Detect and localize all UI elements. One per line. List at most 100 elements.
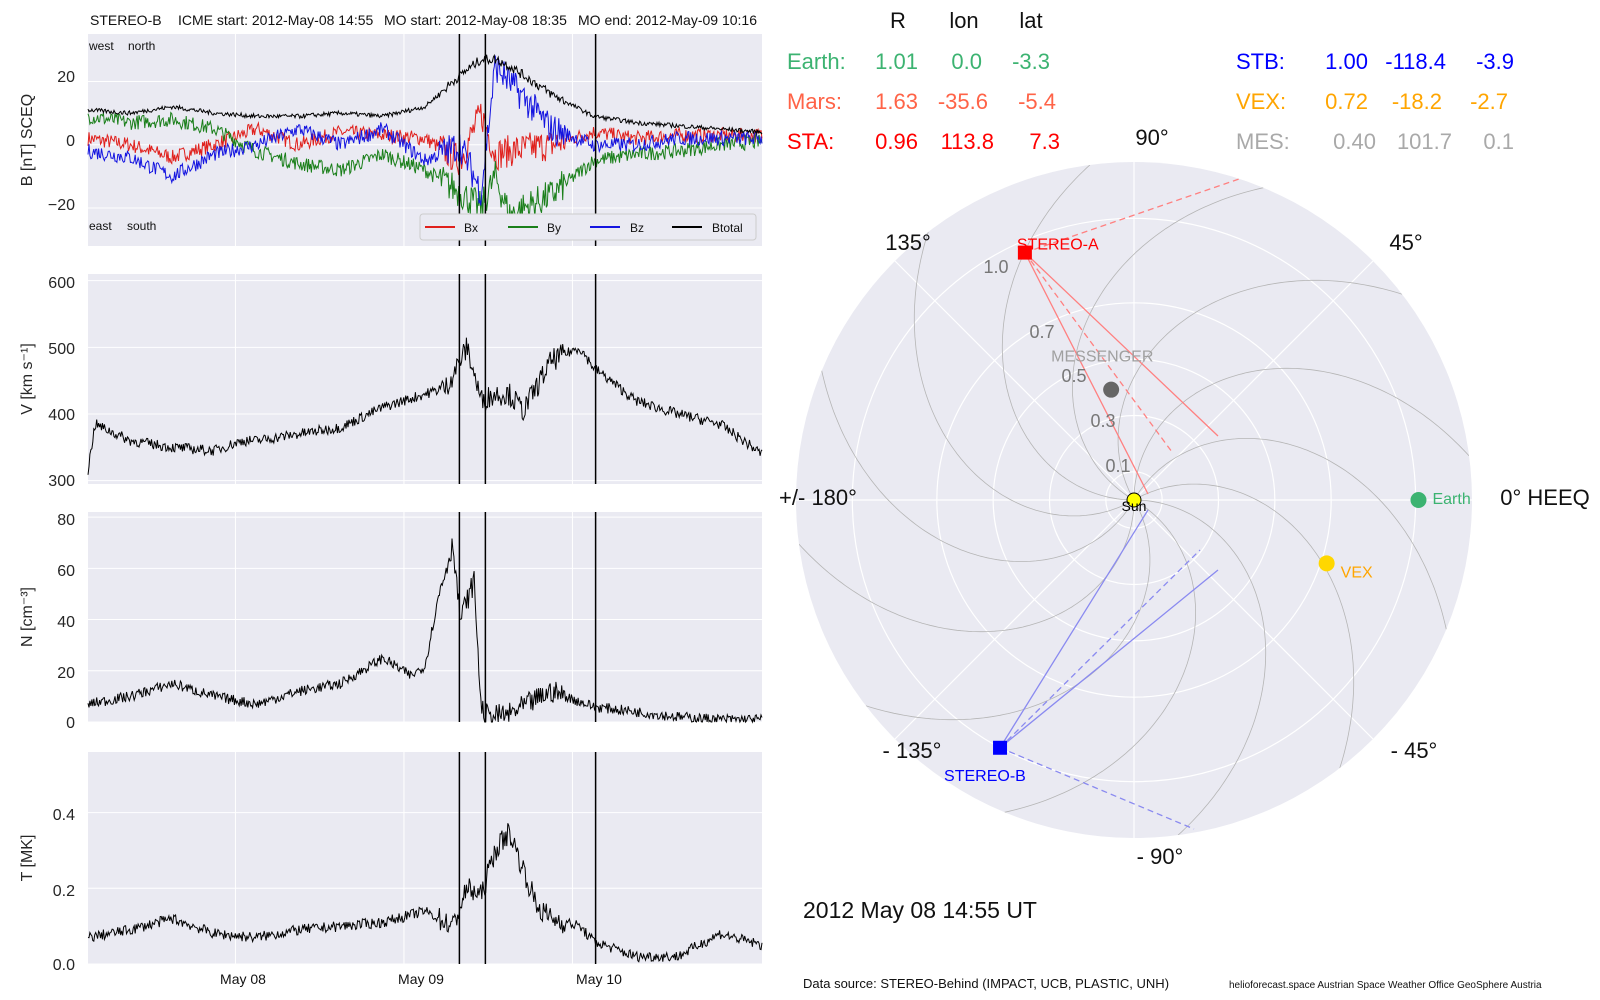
xtick-may10: May 10	[576, 971, 622, 987]
ylabel-v: V [km s⁻¹]	[19, 343, 36, 415]
series-line-btotal	[87, 53, 763, 136]
ytick-v-500: 500	[48, 341, 75, 358]
timestamp: 2012 May 08 14:55 UT	[803, 897, 1037, 923]
parker-spiral	[1072, 187, 1264, 501]
table-header-r: R	[890, 8, 906, 33]
legend: Bx By Bz Btotal	[419, 213, 757, 241]
series-line-panel1	[87, 337, 763, 475]
xtick-may08: May 08	[220, 971, 266, 987]
ytick-n-60: 60	[57, 563, 75, 580]
ylabel-n: N [cm⁻³]	[19, 587, 36, 647]
annotation-east: east	[89, 219, 112, 233]
table-vex-r: 0.72	[1325, 89, 1368, 114]
header-spacecraft: STEREO-B	[90, 12, 162, 28]
sun-label: Sun	[1122, 498, 1147, 514]
parker-spiral	[1133, 438, 1447, 630]
messenger-label: MESSENGER	[1051, 349, 1153, 366]
ytick-b-20: 20	[57, 69, 75, 86]
ylabel-b: B [nT] SCEQ	[19, 94, 36, 186]
parker-spiral	[1133, 483, 1355, 769]
annotation-north: north	[128, 39, 155, 53]
annotation-south: south	[127, 219, 156, 233]
series-line-panel3	[87, 823, 763, 963]
vex-marker	[1318, 555, 1335, 572]
r-label-07: 0.7	[1029, 322, 1054, 342]
parker-spiral	[1133, 367, 1470, 500]
table-earth-name: Earth:	[787, 49, 846, 74]
earth-marker	[1410, 492, 1427, 508]
xtick-may09: May 09	[398, 971, 444, 987]
stereo-b-label: STEREO-B	[944, 768, 1026, 785]
legend-label-bx: Bx	[464, 221, 478, 235]
table-mars-r: 1.63	[875, 89, 918, 114]
table-mes-r: 0.40	[1333, 129, 1376, 154]
sta-ray-dashed	[1024, 252, 1173, 453]
footer-source: Data source: STEREO-Behind (IMPACT, UCB,…	[803, 976, 1169, 991]
series-line-by	[87, 111, 763, 224]
header-mo-end: MO end: 2012-May-09 10:16	[578, 12, 757, 28]
angle-label-0: 0° HEEQ	[1500, 485, 1590, 510]
polar-plot: Sun STEREO-A STEREO-B MESSENGER Earth VEX 90°…	[779, 125, 1590, 869]
spacecraft-rays	[999, 177, 1243, 830]
ytick-t-00: 0.0	[53, 957, 75, 974]
angle-label-m90: - 90°	[1137, 844, 1184, 869]
table-earth-lon: 0.0	[951, 49, 982, 74]
ytick-t-04: 0.4	[53, 807, 75, 824]
vex-label: VEX	[1341, 564, 1373, 581]
polar-spoke	[1133, 260, 1374, 501]
table-earth-lat: -3.3	[1012, 49, 1050, 74]
r-label-05: 0.5	[1061, 366, 1086, 386]
ytick-n-0: 0	[66, 715, 75, 732]
legend-box	[419, 213, 757, 241]
stb-ray	[999, 509, 1149, 749]
ytick-t-02: 0.2	[53, 883, 75, 900]
table-stb-r: 1.00	[1325, 49, 1368, 74]
stb-ray-dashed	[999, 549, 1201, 749]
sun-marker	[1126, 492, 1142, 508]
legend-label-by: By	[547, 221, 561, 235]
table-vex-lon: -18.2	[1392, 89, 1442, 114]
stereo-a-marker	[1017, 245, 1032, 260]
table-mars-lon: -35.6	[938, 89, 988, 114]
series-line-bx	[87, 103, 763, 176]
header-icme-start: ICME start: 2012-May-08 14:55	[178, 12, 374, 28]
parker-spiral	[821, 370, 1135, 562]
series-line-panel2	[87, 538, 763, 724]
event-lines	[458, 34, 597, 964]
footer-credits: helioforecast.space Austrian Space Weath…	[1229, 980, 1542, 991]
parker-spiral	[1001, 164, 1134, 501]
sta-ray	[1024, 252, 1219, 437]
parker-spiral	[913, 231, 1135, 517]
ytick-v-300: 300	[48, 473, 75, 490]
panel-t-background	[88, 752, 762, 964]
polar-spoke	[1133, 499, 1374, 740]
angle-label-90: 90°	[1135, 125, 1168, 150]
sta-ray	[1024, 252, 1149, 495]
table-stb-lat: -3.9	[1476, 49, 1514, 74]
legend-label-btotal: Btotal	[712, 221, 743, 235]
sta-ray-dashed	[1024, 177, 1243, 254]
table-mars-name: Mars:	[787, 89, 842, 114]
table-vex-name: VEX:	[1236, 89, 1286, 114]
stb-ray-dashed	[999, 747, 1195, 830]
table-mars-lat: -5.4	[1018, 89, 1056, 114]
table-mes-name: MES:	[1236, 129, 1290, 154]
ytick-n-80: 80	[57, 512, 75, 529]
r-label-01: 0.1	[1105, 456, 1130, 476]
r-label-10: 1.0	[983, 257, 1008, 277]
header-mo-start: MO start: 2012-May-08 18:35	[384, 12, 567, 28]
annotation-west: west	[88, 39, 114, 53]
table-vex-lat: -2.7	[1470, 89, 1508, 114]
angle-label-m135: - 135°	[883, 738, 942, 763]
stereo-b-marker	[993, 740, 1008, 755]
legend-label-bz: Bz	[630, 221, 644, 235]
polar-spoke	[894, 499, 1135, 740]
messenger-marker	[1103, 381, 1120, 398]
ytick-b-m20: −20	[48, 197, 75, 214]
parker-spiral	[1134, 499, 1267, 836]
parker-spirals	[798, 164, 1470, 836]
table-stb-lon: -118.4	[1385, 49, 1446, 74]
table-sta-lon: 113.8	[941, 129, 994, 154]
ytick-v-400: 400	[48, 407, 75, 424]
panel-v-background	[88, 274, 762, 484]
